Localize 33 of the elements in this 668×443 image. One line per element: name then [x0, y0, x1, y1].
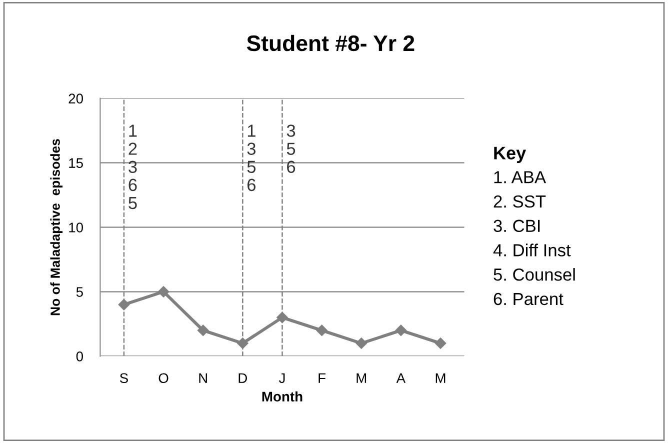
text: 2. SST [494, 195, 546, 208]
text: 6. Parent [494, 292, 564, 306]
chart-title: Student #8- Yr 2 [246, 34, 414, 52]
text: 1. ABA [494, 171, 546, 184]
x-tick-label: S [120, 373, 128, 384]
y-tick-label: 15 [69, 158, 83, 168]
text: 4. Diff Inst [493, 244, 571, 256]
annotation: 3 5 6 [286, 124, 296, 174]
x-tick-label: A [396, 373, 406, 383]
x-axis-title: Month [262, 391, 302, 402]
point [197, 324, 209, 336]
x-tick-label: J [278, 373, 285, 384]
point [356, 338, 367, 349]
x-tick-label: O [158, 373, 168, 384]
x-tick-label: N [199, 373, 207, 383]
y-tick-label: 5 [76, 287, 83, 297]
text: 5. Counsel [494, 268, 575, 281]
annotation: 1 3 5 6 [247, 124, 256, 192]
point [434, 338, 446, 349]
y-axis-title: No of Maladaptive episodes [50, 139, 63, 316]
x-tick-label: D [238, 373, 248, 383]
x-tick-label: M [356, 373, 366, 383]
x-tick-label: M [436, 373, 446, 383]
x-tick-label: F [318, 373, 326, 383]
point [158, 286, 170, 298]
point [316, 324, 328, 336]
annotation: 1 2 3 6 5 [128, 124, 137, 210]
y-tick-label: 20 [68, 94, 83, 104]
text: 3. CBI [494, 220, 540, 232]
y-tick-label: 0 [76, 352, 83, 362]
legend-title: Key [494, 146, 526, 164]
point [395, 324, 407, 336]
y-tick-label: 10 [69, 222, 83, 232]
